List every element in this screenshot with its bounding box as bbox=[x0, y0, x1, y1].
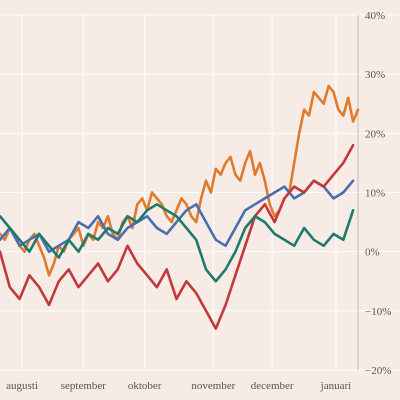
y-tick-label: 20% bbox=[365, 128, 385, 140]
series-line-4 bbox=[0, 203, 355, 283]
series-line-2 bbox=[0, 179, 355, 253]
y-tick-label: 10% bbox=[365, 188, 385, 200]
y-tick-label: −20% bbox=[365, 365, 391, 377]
x-tick-label: augusti bbox=[6, 380, 38, 392]
series-lines bbox=[0, 84, 360, 330]
x-tick-label: september bbox=[61, 380, 107, 392]
y-tick-label: 40% bbox=[365, 10, 385, 22]
series-line-3 bbox=[0, 143, 355, 330]
x-tick-label: oktober bbox=[128, 380, 162, 392]
y-tick-label: −10% bbox=[365, 306, 391, 318]
y-tick-label: 30% bbox=[365, 69, 385, 81]
series-line-1 bbox=[0, 84, 360, 277]
y-tick-label: 0% bbox=[365, 247, 380, 259]
gridlines bbox=[0, 14, 400, 371]
x-tick-label: december bbox=[251, 380, 294, 392]
x-tick-label: januari bbox=[320, 380, 352, 392]
x-tick-labels: augusti september oktober november december j… bbox=[6, 380, 351, 392]
y-tick-labels: −20% −10% 0% 10% 20% 30% 40% bbox=[365, 10, 391, 377]
x-tick-label: november bbox=[191, 380, 235, 392]
